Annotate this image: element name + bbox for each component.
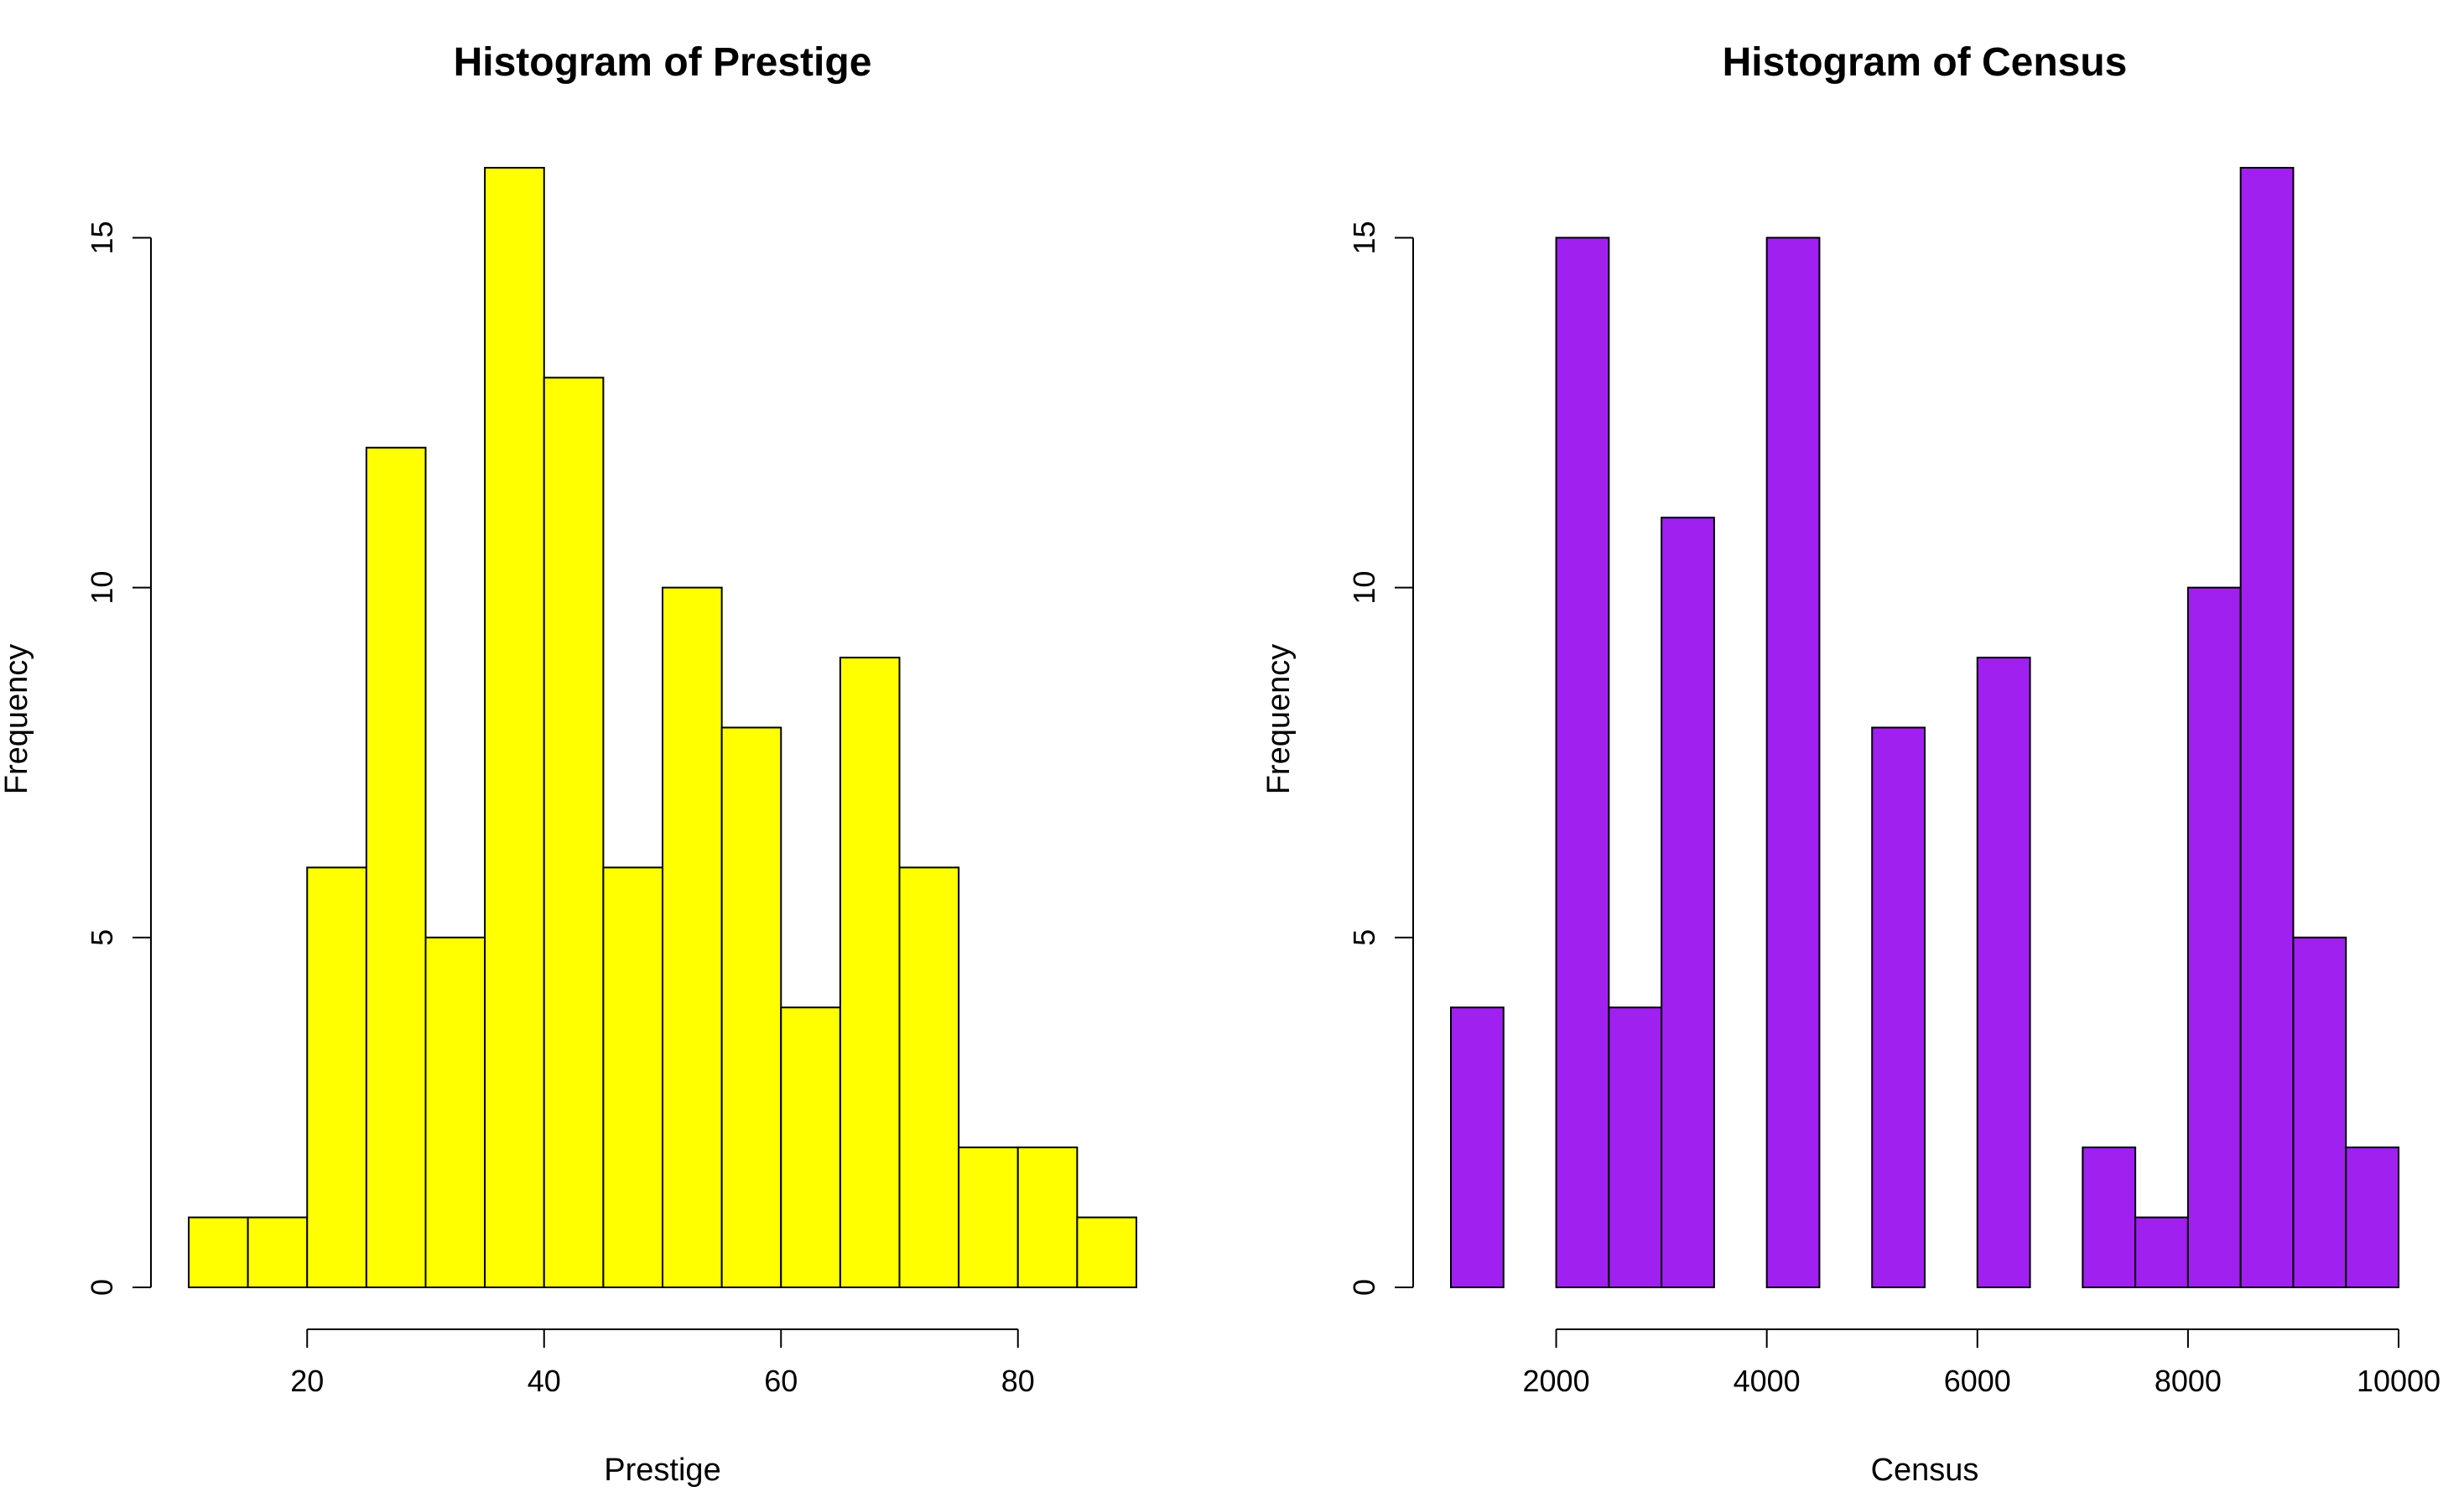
histogram-bar	[424, 936, 486, 1288]
histogram-bar	[1976, 657, 2031, 1288]
histogram-bar	[1608, 1006, 1663, 1288]
histogram-bar	[2292, 936, 2347, 1288]
histogram-bar	[2134, 1216, 2189, 1288]
y-tick-label: 0	[85, 1279, 119, 1296]
histogram-bar	[1555, 237, 1610, 1288]
y-axis-label: Frequency	[0, 644, 34, 795]
x-tick-label: 60	[764, 1364, 798, 1398]
x-axis-label: Census	[1871, 1453, 1979, 1488]
histogram-bar	[898, 866, 960, 1288]
histogram-bar	[2082, 1146, 2137, 1288]
x-tick-label: 20	[290, 1364, 324, 1398]
histogram-bar	[602, 866, 663, 1288]
histogram-bar	[1661, 517, 1715, 1288]
x-tick-label: 80	[1001, 1364, 1035, 1398]
histogram-bar	[1016, 1146, 1079, 1288]
histogram-bar	[543, 377, 605, 1288]
y-axis-label: Frequency	[1261, 644, 1297, 795]
histogram-bar	[780, 1006, 841, 1288]
histogram-bar	[365, 446, 427, 1288]
x-tick-label: 2000	[1523, 1364, 1590, 1398]
chart-title: Histogram of Prestige	[454, 40, 872, 85]
x-tick-label: 6000	[1944, 1364, 2011, 1398]
histogram-bar	[2345, 1146, 2399, 1288]
y-tick-label: 5	[1347, 929, 1381, 946]
histogram-bar	[1450, 1006, 1505, 1288]
x-axis-label: Prestige	[604, 1453, 720, 1488]
histogram-bar	[1765, 237, 1821, 1288]
histogram-bar	[188, 1216, 249, 1288]
histogram-bar	[958, 1146, 1019, 1288]
histogram-bar	[306, 866, 367, 1288]
x-tick-label: 8000	[2155, 1364, 2222, 1398]
histogram-panel-1: Histogram of Prestige 0 5 10 15 20 40 60 80 Prest…	[0, 40, 1137, 1488]
histogram-bar	[1871, 726, 1926, 1288]
x-tick-label: 10000	[2357, 1364, 2441, 1398]
histogram-bar	[2186, 586, 2242, 1288]
y-tick-label: 5	[85, 929, 119, 946]
histogram-bar	[720, 726, 782, 1288]
x-tick-label: 4000	[1734, 1364, 1801, 1398]
histogram-bar	[839, 657, 901, 1288]
histogram-bar	[1076, 1216, 1137, 1288]
histogram-panel-2: Histogram of Census 0 5 10 15 2000 4000 6000 800…	[1261, 40, 2441, 1488]
y-tick-label: 15	[1347, 221, 1381, 254]
y-tick-label: 0	[1347, 1279, 1381, 1296]
y-tick-label: 10	[85, 571, 119, 605]
histogram-bar	[484, 167, 545, 1288]
x-tick-label: 40	[528, 1364, 561, 1398]
chart-title: Histogram of Census	[1723, 40, 2128, 85]
histogram-bar	[662, 586, 723, 1288]
y-tick-label: 15	[85, 221, 119, 254]
histogram-bar	[247, 1216, 309, 1288]
histogram-bar	[2239, 167, 2295, 1288]
y-tick-label: 10	[1347, 571, 1381, 605]
